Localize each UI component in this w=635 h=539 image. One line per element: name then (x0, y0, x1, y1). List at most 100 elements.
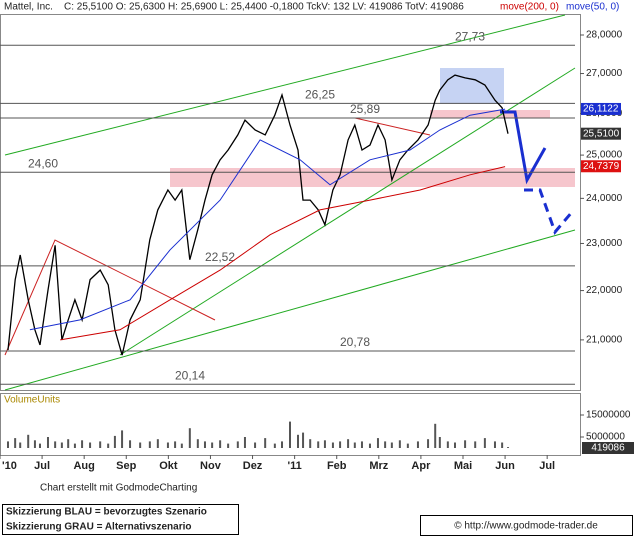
scenario-arrow (524, 188, 574, 235)
trend-line (4, 14, 566, 156)
y-tick-label: 24,0000 (586, 193, 623, 204)
volume-bar (211, 442, 214, 448)
note: Skizzierung GRAU = Alternativszenario (6, 522, 192, 533)
volume-bar (331, 442, 334, 448)
volume-bar (376, 438, 379, 448)
volume-bar (390, 442, 393, 448)
volume-bar (180, 443, 183, 448)
volume-bar (60, 442, 63, 448)
level-label: 24,60 (28, 156, 58, 170)
series-line (60, 166, 506, 341)
price-marker (581, 102, 621, 115)
volume-bar (347, 439, 350, 448)
level-label: 27,73 (455, 29, 485, 43)
x-tick-label: Jul (539, 460, 555, 472)
volume-bar (196, 439, 199, 448)
plot: 21,000022,000023,000024,000025,000026,00… (0, 29, 631, 472)
volume-bar (474, 441, 477, 448)
x-tick-label: Mai (454, 460, 472, 472)
volume-bar (501, 442, 504, 448)
volume-bar (339, 441, 342, 448)
level-label: 22,52 (205, 250, 235, 264)
volume-tick-label: 15000000 (586, 410, 631, 421)
x-tick-label: Mrz (369, 460, 388, 472)
trend-line (4, 229, 576, 391)
note: Skizzierung BLAU = bevorzugtes Szenario (6, 507, 207, 518)
volume-bar (427, 439, 430, 448)
volume-bar (438, 437, 441, 448)
y-tick-label: 21,0000 (586, 335, 623, 346)
volume-bar (360, 441, 363, 448)
credit: Chart erstellt mit GodmodeCharting (40, 483, 197, 494)
x-tick-label: Sep (116, 460, 136, 472)
volume-bar (264, 438, 267, 448)
volume-bar (309, 439, 312, 448)
volume-bar (227, 443, 230, 448)
volume-bar (243, 437, 246, 448)
y-tick-label: 28,0000 (586, 30, 623, 41)
source-box (420, 515, 633, 536)
x-tick-label: Dez (243, 460, 263, 472)
volume-bar (398, 440, 401, 448)
volume-bar (464, 440, 467, 448)
volume-bar (107, 443, 110, 448)
price-marker-label: 25,5100 (583, 128, 620, 139)
scenario-arrow (500, 110, 547, 185)
x-tick-label: Aug (73, 460, 94, 472)
volume-bar (493, 441, 496, 448)
volume-bar (323, 440, 326, 448)
series-line (29, 108, 506, 331)
volume-bar (46, 437, 49, 448)
series-line (7, 74, 509, 356)
volume-bar (67, 439, 70, 448)
volume-bar (19, 442, 22, 448)
legend-entry: move(200, 0) (500, 2, 559, 13)
volume-bar (384, 441, 387, 448)
volume-bar (254, 442, 257, 448)
volume-bar (89, 442, 92, 448)
y-tick-label: 27,0000 (586, 68, 623, 79)
volume-bar (73, 443, 76, 448)
volume-bar (174, 441, 177, 448)
volume-bar (289, 421, 291, 448)
x-tick-label: '11 (288, 460, 302, 472)
trend-line (119, 67, 576, 356)
x-tick-label: Okt (159, 460, 178, 472)
legend-entry: move(50, 0) (566, 2, 619, 13)
volume-bar (27, 434, 30, 448)
x-tick-label: Nov (200, 460, 222, 472)
volume-bar (446, 441, 449, 448)
volume-bar (219, 440, 222, 448)
volume-bar (81, 440, 84, 448)
price-marker (581, 160, 621, 173)
x-tick-label: '10 (2, 460, 17, 472)
volume-bar (99, 441, 102, 448)
volume-bar (38, 443, 41, 448)
trend-line (4, 239, 216, 356)
volume-bar (139, 442, 142, 448)
volume-bar (54, 441, 57, 448)
volume-bar (416, 441, 419, 448)
level-label: 26,25 (305, 88, 335, 102)
volume-bar (317, 441, 320, 448)
quote: C: 25,5100 O: 25,6300 H: 25,6900 L: 25,4… (64, 2, 464, 13)
volume-bar (6, 441, 9, 448)
volume-bar (14, 438, 17, 448)
volume-bar (453, 442, 456, 448)
volume-marker (582, 442, 634, 454)
volume-bar (33, 440, 36, 448)
volume-bar (156, 439, 159, 448)
x-tick-label: Apr (411, 460, 431, 472)
trend-line (354, 117, 431, 136)
volume-bar (236, 441, 239, 448)
volume-bar (121, 430, 124, 448)
resistance-zone (430, 110, 550, 118)
volume-bar (483, 438, 486, 448)
volume-bar (296, 434, 299, 448)
volume-bar (434, 423, 437, 448)
volume-bar (302, 432, 305, 448)
y-tick-label: 22,0000 (586, 285, 623, 296)
volume-bar (188, 428, 191, 448)
level-label: 20,14 (175, 368, 205, 382)
